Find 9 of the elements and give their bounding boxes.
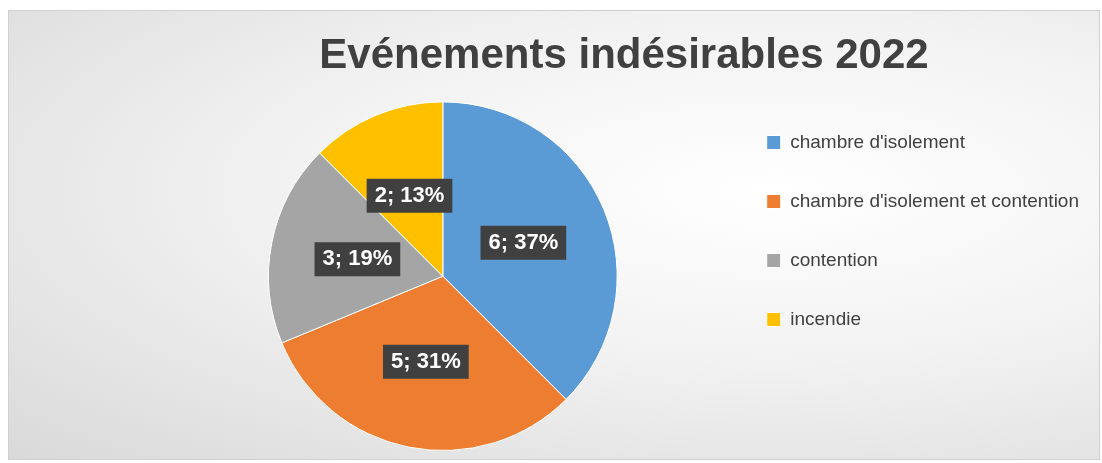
data-label: 6; 37% [488, 228, 559, 254]
legend-label: chambre d'isolement et contention [790, 189, 1079, 211]
data-label: 2; 13% [374, 181, 445, 207]
legend-label: contention [790, 248, 878, 270]
data-label: 5; 31% [390, 347, 461, 373]
legend-label: incendie [790, 307, 861, 329]
chart-title: Evénements indésirables 2022 [319, 29, 929, 77]
legend-label: chambre d'isolement [790, 130, 966, 152]
data-label: 3; 19% [322, 245, 393, 271]
